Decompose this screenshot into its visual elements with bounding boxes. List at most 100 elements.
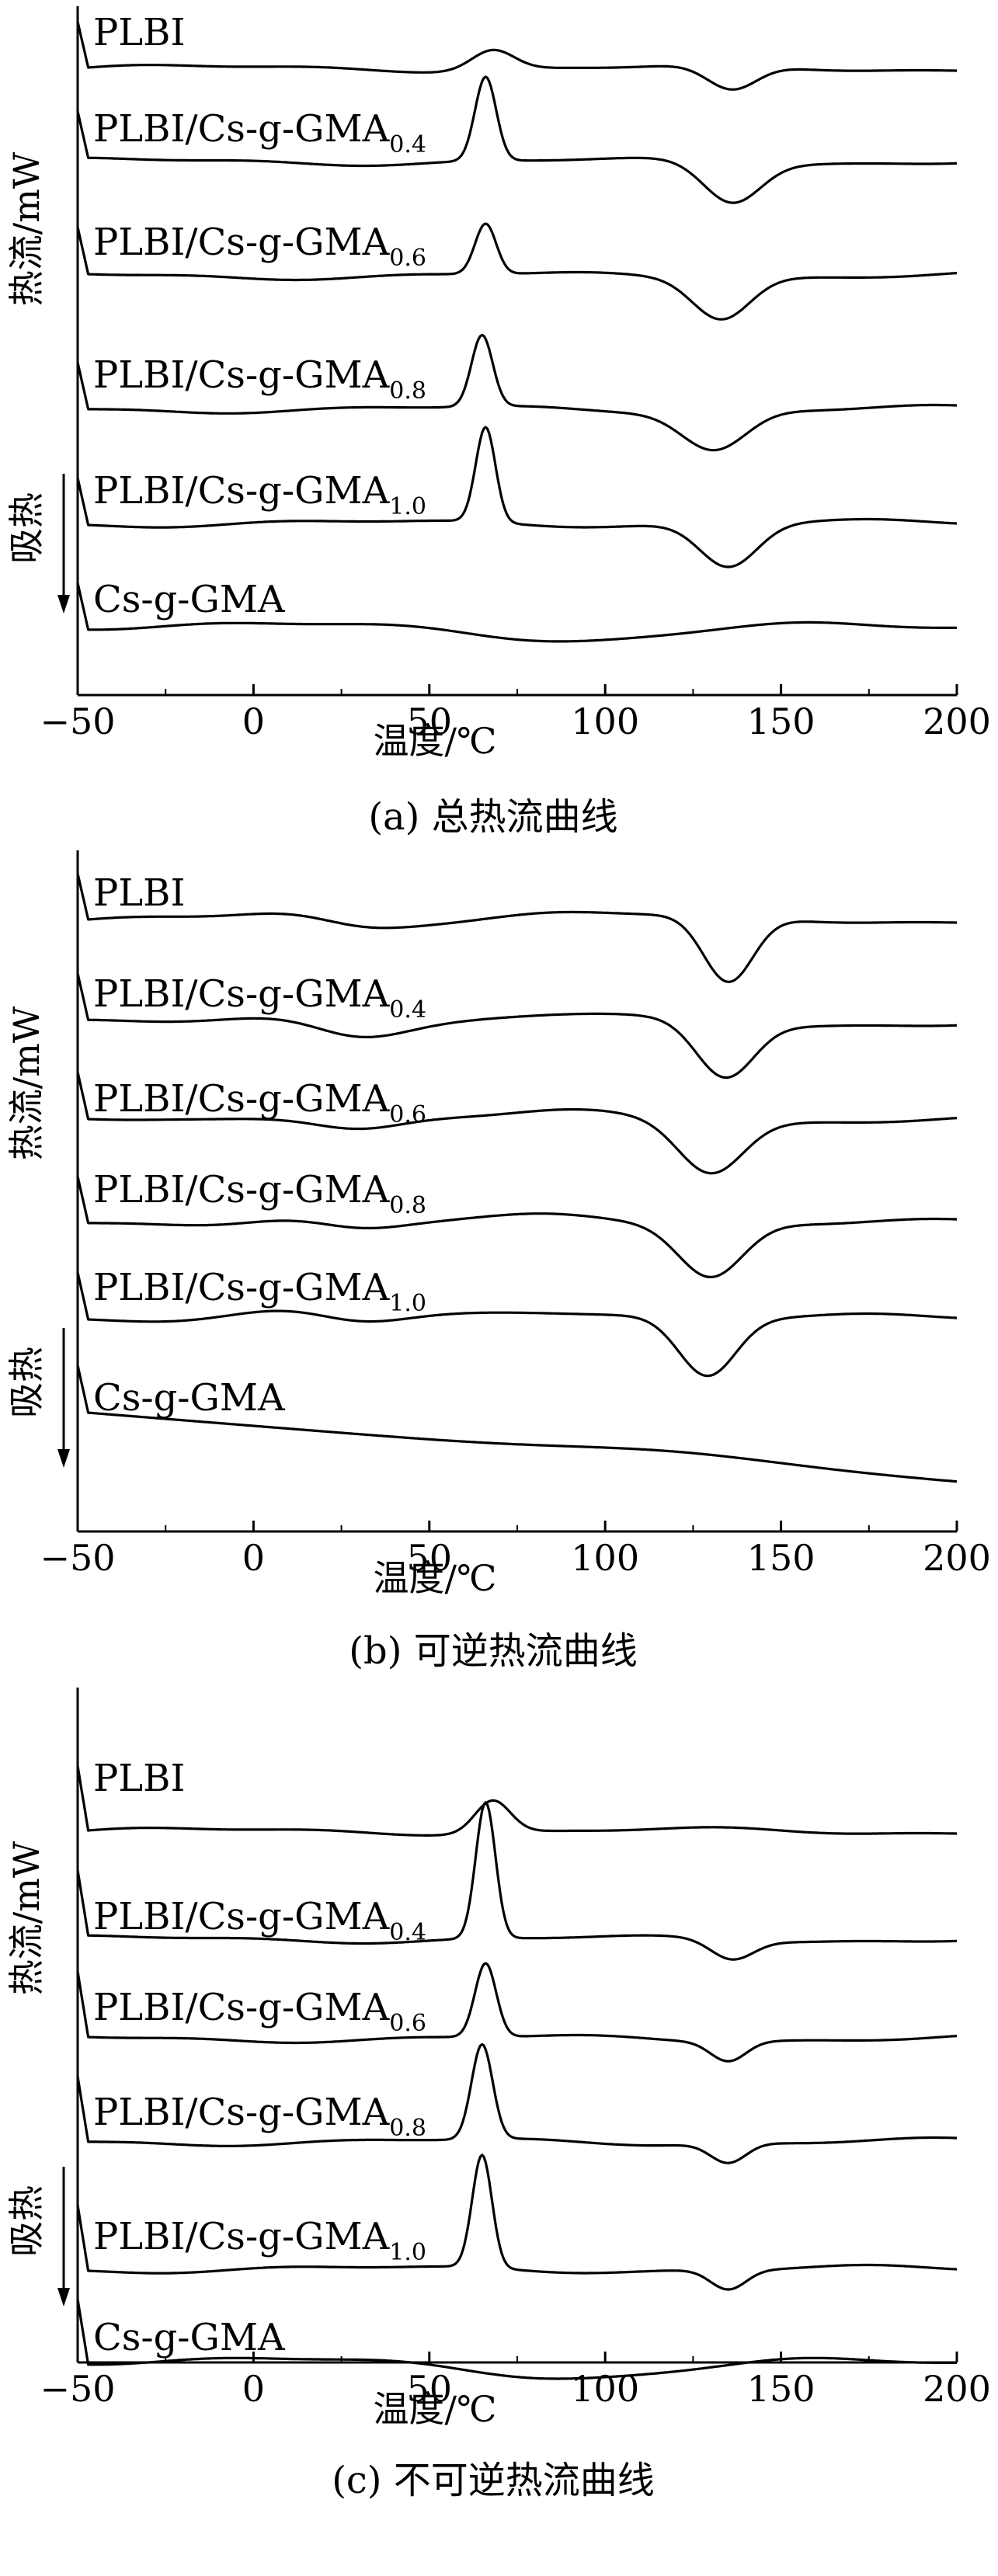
x-axis-title: 温度/℃ [374,720,497,762]
series-label: PLBI/Cs-g-GMA0.6 [93,221,426,272]
series-label: PLBI [93,871,185,915]
series-name: PLBI/Cs-g-GMA [93,1266,391,1309]
x-tick-label: 50 [407,2368,453,2410]
series-label: PLBI/Cs-g-GMA0.8 [93,2091,426,2142]
x-tick-label: 100 [571,700,639,742]
x-tick-label: 200 [923,2368,991,2410]
series-name: PLBI [93,871,185,915]
series-line [76,972,958,1079]
panel-caption: (c) 不可逆热流曲线 [332,2459,655,2502]
series-line [76,1765,957,1837]
series-line [76,2042,957,2164]
series-line [76,2299,958,2380]
series-line [76,1962,958,2063]
series-subscript: 0.8 [389,1192,426,1219]
x-tick-label: 0 [242,700,265,742]
x-tick-label: −50 [40,1537,115,1579]
series-label: PLBI/Cs-g-GMA0.8 [93,353,426,405]
series-line [76,1801,958,1961]
panel-b: −50 0 50 100 150 200 温度/℃ (b) 可逆热流曲线 热流/mW 吸热 PLBI… [5,850,991,1673]
series-label: PLBI/Cs-g-GMA0.4 [93,972,426,1024]
panel-a: −50 0 50 100 150 200 温度/℃ (a) 总热流曲线 热流/mW 吸热 PLBI P… [5,6,991,839]
series-line [76,873,957,983]
series-label: Cs-g-GMA [93,578,286,621]
x-tick-label: −50 [40,700,115,742]
series-subscript: 1.0 [389,2239,426,2266]
series-line [76,1272,958,1378]
series-label: PLBI/Cs-g-GMA0.8 [93,1168,426,1219]
x-tick-label: 100 [571,2368,639,2410]
series-name: PLBI/Cs-g-GMA [93,221,391,264]
x-tick-label: 0 [242,1537,265,1579]
series-subscript: 0.4 [389,131,426,158]
series-line [76,1072,958,1175]
series-name: PLBI/Cs-g-GMA [93,1077,391,1121]
series-label: PLBI/Cs-g-GMA1.0 [93,469,426,520]
series-subscript: 1.0 [389,493,426,520]
series-subscript: 0.6 [389,1101,426,1128]
endotherm-label: 吸热 [5,1347,47,1418]
series-label: PLBI/Cs-g-GMA1.0 [93,2215,426,2266]
series-label: PLBI/Cs-g-GMA0.6 [93,1986,426,2037]
series-line [76,2154,958,2291]
series-line [76,1176,957,1278]
series-subscript: 0.6 [389,245,426,272]
x-tick-label: 150 [747,2368,815,2410]
series-label: Cs-g-GMA [93,2316,286,2359]
series-name: Cs-g-GMA [93,578,286,621]
y-axis-title: 热流/mW [5,151,47,306]
series-subscript: 0.4 [389,1919,426,1946]
series-label: PLBI/Cs-g-GMA0.4 [93,107,426,158]
endotherm-label: 吸热 [5,492,47,564]
panel-caption: (b) 可逆热流曲线 [349,1629,637,1673]
endotherm-arrow-head [57,2288,70,2307]
series-subscript: 0.8 [389,377,426,405]
series-name: PLBI/Cs-g-GMA [93,1895,391,1938]
series-line [76,222,958,321]
series-label: PLBI/Cs-g-GMA0.4 [93,1895,426,1946]
x-tick-label: 0 [242,2368,265,2410]
x-axis-title: 温度/℃ [374,2388,497,2430]
series-line [76,582,957,643]
series-name: Cs-g-GMA [93,2316,286,2359]
series-subscript: 0.8 [389,2115,426,2142]
series-label: PLBI/Cs-g-GMA1.0 [93,1266,426,1317]
endotherm-arrow-head [57,1449,70,1468]
x-tick-label: 50 [407,1537,453,1579]
series-name: PLBI/Cs-g-GMA [93,2215,391,2258]
series-name: PLBI/Cs-g-GMA [93,972,391,1016]
y-axis-title: 热流/mW [5,1006,47,1160]
series-line [76,21,957,91]
series-name: PLBI/Cs-g-GMA [93,469,391,513]
series-label: Cs-g-GMA [93,1376,286,1420]
x-tick-label: 150 [747,700,815,742]
series-label: PLBI [93,1757,185,1800]
series-subscript: 0.6 [389,2010,426,2037]
series-name: PLBI/Cs-g-GMA [93,2091,391,2134]
series-name: PLBI/Cs-g-GMA [93,1168,391,1212]
x-tick-label: 100 [571,1537,639,1579]
series-name: PLBI [93,1757,185,1800]
series-name: PLBI/Cs-g-GMA [93,107,391,151]
series-name: PLBI/Cs-g-GMA [93,1986,391,2029]
series-label: PLBI [93,11,185,54]
x-tick-label: 150 [747,1537,815,1579]
endotherm-label: 吸热 [5,2185,47,2257]
x-tick-label: 50 [407,700,453,742]
series-name: PLBI/Cs-g-GMA [93,353,391,397]
series-subscript: 1.0 [389,1290,426,1317]
panel-c: −50 0 50 100 150 200 温度/℃ (c) 不可逆热流曲线 热流/mW 吸热 PLB… [5,1688,991,2502]
panel-caption: (a) 总热流曲线 [368,795,617,839]
series-name: Cs-g-GMA [93,1376,286,1420]
x-axis-title: 温度/℃ [374,1557,497,1599]
series-subscript: 0.4 [389,996,426,1024]
x-tick-label: −50 [40,2368,115,2410]
x-tick-label: 200 [923,1537,991,1579]
endotherm-arrow-head [57,595,70,614]
y-axis-title: 热流/mW [5,1841,47,1995]
series-name: PLBI [93,11,185,54]
series-label: PLBI/Cs-g-GMA0.6 [93,1077,426,1128]
series-line [76,426,958,568]
series-line [76,333,957,452]
